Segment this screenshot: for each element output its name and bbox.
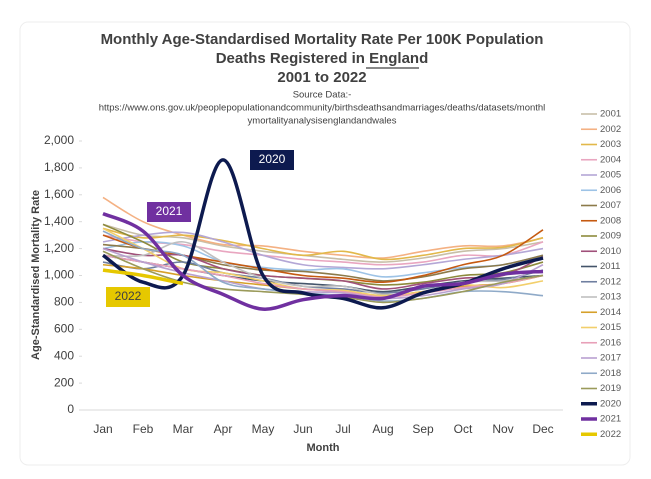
x-tick-label: Jul — [335, 422, 350, 436]
subtitle: https://www.ons.gov.uk/peoplepopulationa… — [99, 103, 546, 114]
legend-label: 2007 — [600, 200, 621, 211]
annotation: 2020 — [259, 152, 286, 166]
y-axis-label: Age-Standardised Mortality Rate — [30, 190, 42, 360]
x-tick-label: Mar — [173, 422, 194, 436]
x-tick-label: Feb — [133, 422, 154, 436]
legend-label: 2014 — [600, 307, 621, 318]
series-line — [102, 240, 544, 278]
legend-label: 2015 — [600, 322, 621, 333]
series-line — [102, 212, 544, 311]
y-tick-label: 600 — [54, 321, 74, 335]
legend-label: 2010 — [600, 246, 621, 257]
legend-label: 2020 — [600, 398, 621, 409]
y-tick-label: 1,200 — [44, 241, 74, 255]
y-tick-label: 0 — [67, 402, 74, 416]
legend-label: 2016 — [600, 337, 621, 348]
chart-title: 2001 to 2022 — [277, 69, 366, 86]
x-tick-label: Jan — [93, 422, 112, 436]
x-tick-label: Apr — [214, 422, 233, 436]
annotation-box — [106, 287, 150, 307]
legend-label: 2006 — [600, 185, 621, 196]
x-tick-label: Aug — [372, 422, 393, 436]
series-line — [102, 234, 544, 266]
legend-label: 2022 — [600, 429, 621, 440]
y-tick-label: 1,800 — [44, 160, 74, 174]
x-tick-label: Nov — [492, 422, 513, 436]
legend-label: 2004 — [600, 154, 621, 165]
x-tick-label: Oct — [454, 422, 473, 436]
annotation: 2022 — [115, 289, 142, 303]
annotation-box — [250, 150, 294, 170]
x-tick-label: Dec — [532, 422, 553, 436]
subtitle: Source Data:- — [293, 90, 352, 101]
y-tick-label: 400 — [54, 348, 74, 362]
annotation-box — [147, 202, 191, 222]
x-tick-label: Sep — [412, 422, 434, 436]
subtitle: ymortalityanalysisenglandandwales — [248, 116, 397, 127]
y-tick-label: 1,000 — [44, 268, 74, 282]
legend-label: 2017 — [600, 353, 621, 364]
legend-label: 2011 — [600, 261, 620, 272]
legend-label: 2013 — [600, 292, 621, 303]
x-tick-label: Jun — [293, 422, 312, 436]
y-tick-label: 2,000 — [44, 133, 74, 147]
legend-label: 2001 — [600, 109, 621, 120]
annotation: 2021 — [156, 204, 183, 218]
y-tick-label: 1,400 — [44, 214, 74, 228]
legend-label: 2008 — [600, 215, 621, 226]
series-line — [102, 223, 544, 263]
y-tick-label: 800 — [54, 295, 74, 309]
x-tick-label: May — [252, 422, 275, 436]
card — [19, 21, 631, 466]
legend-label: 2002 — [600, 124, 621, 135]
legend-label: 2009 — [600, 231, 621, 242]
series-line — [102, 268, 184, 286]
series-line — [102, 227, 544, 261]
series-line — [102, 231, 544, 270]
legend-label: 2021 — [600, 414, 621, 425]
legend-label: 2003 — [600, 139, 621, 150]
chart-title: Deaths Registered in England — [216, 50, 429, 67]
legend-label: 2012 — [600, 276, 621, 287]
legend-label: 2005 — [600, 170, 621, 181]
x-axis-label: Month — [307, 442, 340, 454]
legend-label: 2018 — [600, 368, 621, 379]
legend-label: 2019 — [600, 383, 621, 394]
chart-title: Monthly Age-Standardised Mortality Rate … — [101, 31, 544, 48]
series-line — [102, 254, 544, 298]
y-tick-label: 1,600 — [44, 187, 74, 201]
y-tick-label: 200 — [54, 375, 74, 389]
